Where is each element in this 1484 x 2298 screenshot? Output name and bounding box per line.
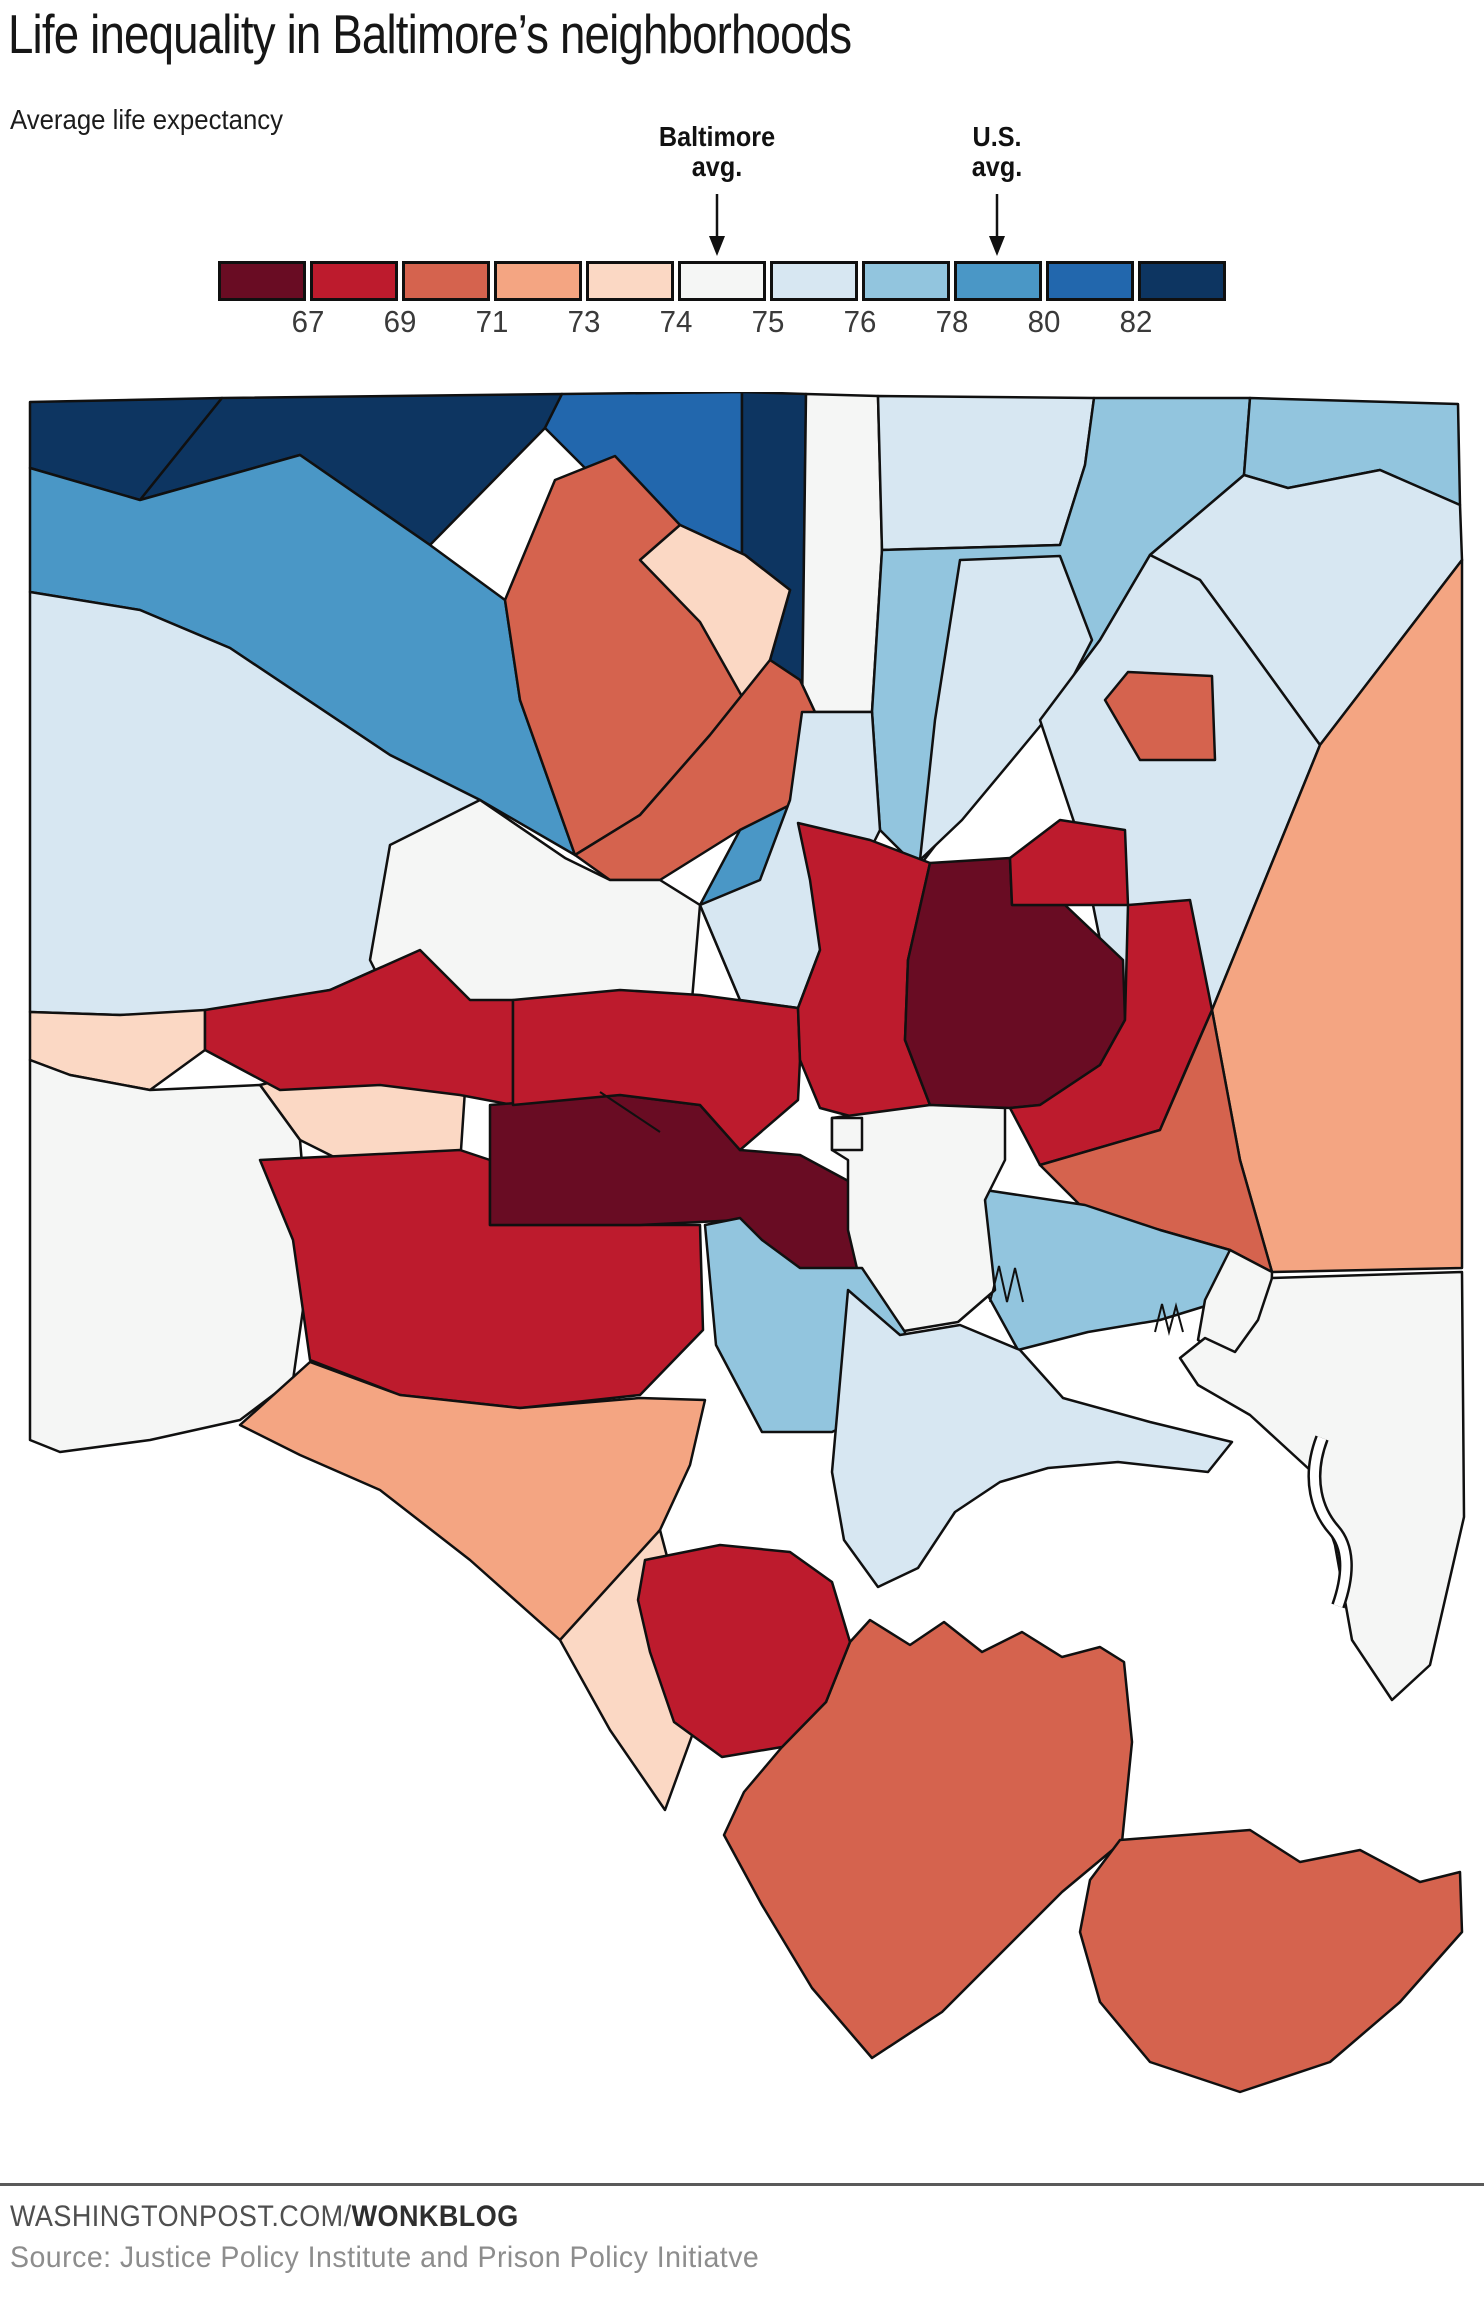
legend-tick-71: 71 [475, 304, 509, 339]
legend-swatch-9 [1046, 261, 1134, 301]
us-avg-label: U.S. avg. [907, 122, 1087, 182]
baltimore-choropleth-map [28, 392, 1466, 2094]
legend-tick-67: 67 [291, 304, 325, 339]
coastline-detail-1 [1154, 1302, 1184, 1336]
legend-tick-80: 80 [1027, 304, 1061, 339]
legend-swatch-1 [310, 261, 398, 301]
color-scale-legend [218, 261, 1226, 301]
map-region-33-mblue [983, 1188, 1232, 1352]
map-region-43-red [636, 1543, 852, 1759]
legend-tick-78: 78 [935, 304, 969, 339]
map-region-30-red [1008, 818, 1130, 907]
us-avg-line2: avg. [971, 151, 1023, 182]
baltimore-avg-line1: Baltimore [658, 121, 776, 152]
map-region-7-pblue [918, 554, 1094, 862]
footer-site-line: WASHINGTONPOST.COM/WONKBLOG [10, 2200, 519, 2234]
map-region-5-pblue [876, 394, 1096, 552]
coastline-detail-0 [989, 1265, 1024, 1303]
baltimore-avg-line2: avg. [691, 151, 743, 182]
legend-swatch-8 [954, 261, 1042, 301]
legend-tick-82: 82 [1119, 304, 1153, 339]
map-region-27-red [511, 988, 802, 1152]
legend-tick-74: 74 [659, 304, 693, 339]
page-subtitle: Average life expectancy [10, 104, 284, 135]
map-region-40-lorange [238, 1360, 707, 1642]
baltimore-avg-label: Baltimore avg. [627, 122, 807, 182]
legend-swatch-6 [770, 261, 858, 301]
map-region-36-white [830, 1103, 1007, 1334]
legend-swatch-5 [678, 261, 766, 301]
footer-rule [0, 2183, 1484, 2186]
footer-blog: WONKBLOG [351, 2200, 519, 2233]
legend-swatch-10 [1138, 261, 1226, 301]
legend-swatch-3 [494, 261, 582, 301]
legend-swatch-4 [586, 261, 674, 301]
map-region-39-pblue [830, 1288, 1234, 1589]
page-title: Life inequality in Baltimore’s neighborh… [8, 3, 852, 65]
coastline-detail-2 [599, 1091, 661, 1133]
map-region-24-white [28, 1058, 312, 1454]
map-region-44-salmon [1078, 1828, 1464, 2094]
footer-source: Source: Justice Policy Institute and Pri… [10, 2241, 760, 2274]
map-region-25-red [258, 1148, 705, 1410]
legend-swatch-0 [218, 261, 306, 301]
legend-tick-76: 76 [843, 304, 877, 339]
map-region-37-white [830, 1116, 864, 1152]
baltimore-avg-arrow-icon [709, 194, 725, 256]
map-region-11-salmon [1103, 670, 1217, 762]
map-region-42-salmon [722, 1618, 1134, 2060]
legend-tick-75: 75 [751, 304, 785, 339]
us-avg-arrow-icon [989, 194, 1005, 256]
water-channel [1309, 1436, 1351, 1608]
legend-swatch-2 [402, 261, 490, 301]
legend-tick-69: 69 [383, 304, 417, 339]
legend-swatch-7 [862, 261, 950, 301]
legend-tick-73: 73 [567, 304, 601, 339]
footer-site: WASHINGTONPOST.COM/ [10, 2200, 352, 2233]
us-avg-line1: U.S. [972, 121, 1022, 152]
map-region-4-white [800, 392, 884, 714]
